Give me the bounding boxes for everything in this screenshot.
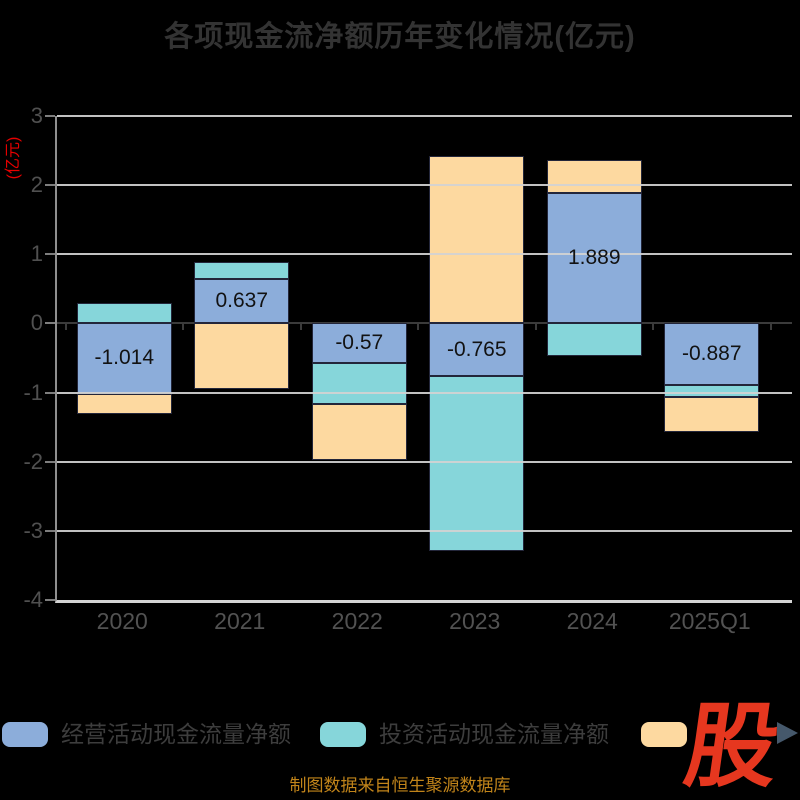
- y-axis-tick: [45, 460, 55, 463]
- bar-segment-investing[interactable]: [546, 323, 642, 356]
- gridline: [57, 253, 792, 256]
- bar-value-label: -0.57: [335, 331, 384, 355]
- bar-segment-operating[interactable]: [311, 323, 407, 363]
- logo: 股: [679, 696, 800, 798]
- bar-segment-operating[interactable]: [194, 279, 290, 324]
- x-axis-label: 2023: [449, 608, 501, 634]
- gridline: [57, 529, 792, 532]
- y-axis-tick: [45, 599, 55, 601]
- bar-segment-investing[interactable]: [76, 302, 172, 324]
- x-axis-label: 2020: [96, 608, 148, 634]
- legend-item-2[interactable]: [641, 722, 687, 747]
- bar-segment-financing[interactable]: [429, 156, 525, 324]
- y-axis-tick-label: 3: [30, 103, 43, 128]
- y-axis-tick-label: -4: [23, 587, 43, 612]
- y-axis-tick-label: -3: [23, 517, 43, 543]
- x-axis-label: 2024: [566, 608, 618, 634]
- bar-segment-financing[interactable]: [664, 397, 760, 433]
- footer-note: 制图数据来自恒生聚源数据库: [289, 776, 511, 795]
- legend-item-0[interactable]: 经营活动现金流量净额: [2, 722, 291, 747]
- chart-title: 各项现金流净额历年变化情况(亿元): [164, 21, 636, 53]
- gridline: [57, 184, 792, 187]
- legend-swatch: [641, 722, 687, 747]
- gridline: [57, 115, 792, 117]
- x-axis-label: 2021: [214, 608, 266, 634]
- bar-segment-investing[interactable]: [311, 362, 407, 404]
- bar-segment-financing[interactable]: [311, 403, 407, 461]
- x-axis-zero-line: [57, 322, 792, 325]
- bar-value-label: -0.887: [681, 342, 742, 366]
- y-axis-tick: [45, 115, 55, 117]
- y-axis-tick-label: -1: [23, 379, 43, 405]
- legend-label: 经营活动现金流量净额: [61, 721, 291, 747]
- zero-line-tick: [182, 323, 185, 331]
- bar-segment-investing[interactable]: [194, 262, 290, 280]
- bar-segment-financing[interactable]: [546, 159, 642, 193]
- bar-segment-financing[interactable]: [194, 323, 290, 390]
- y-axis-tick-label: 0: [30, 310, 43, 336]
- legend-swatch: [320, 722, 366, 747]
- bar-value-label: -1.014: [94, 346, 155, 370]
- legend-label: 投资活动现金流量净额: [379, 721, 609, 747]
- zero-line-tick: [652, 323, 655, 331]
- logo-text: 股: [678, 696, 786, 798]
- logo-arrow-icon: [777, 722, 798, 744]
- bar-segment-operating[interactable]: [546, 192, 642, 324]
- y-axis-tick-label: -2: [23, 448, 43, 474]
- zero-line-tick: [299, 323, 302, 331]
- zero-line-tick: [534, 323, 537, 331]
- bar-value-label: 1.889: [567, 246, 621, 270]
- bar-segment-financing[interactable]: [76, 393, 172, 414]
- y-axis-tick: [45, 184, 55, 187]
- bar-segment-investing[interactable]: [429, 376, 525, 551]
- bar-segment-operating[interactable]: [429, 323, 525, 377]
- y-axis-tick-label: 2: [30, 172, 43, 198]
- legend-swatch: [2, 722, 48, 747]
- y-axis-tick: [45, 322, 55, 325]
- zero-line-tick: [64, 323, 67, 331]
- x-axis-label: 2025Q1: [668, 608, 751, 634]
- y-axis-tick-label: 1: [30, 241, 43, 267]
- y-axis-tick: [45, 529, 55, 532]
- bar-segment-operating[interactable]: [664, 323, 760, 385]
- bar-value-label: 0.637: [215, 289, 269, 313]
- gridline: [57, 460, 792, 463]
- plot-area: -1.014 0.637 -0.57 -0.765 1.889 -0.887: [55, 115, 792, 603]
- zero-line-tick: [417, 323, 420, 331]
- zero-line-tick: [769, 323, 772, 331]
- y-axis-tick: [45, 253, 55, 256]
- legend-item-1[interactable]: 投资活动现金流量净额: [320, 722, 609, 747]
- bar-segment-investing[interactable]: [664, 384, 760, 398]
- y-axis-tick: [45, 391, 55, 394]
- bar-value-label: -0.765: [446, 337, 507, 361]
- legend: 经营活动现金流量净额 投资活动现金流量净额: [0, 722, 800, 748]
- x-axis-label: 2022: [331, 608, 383, 634]
